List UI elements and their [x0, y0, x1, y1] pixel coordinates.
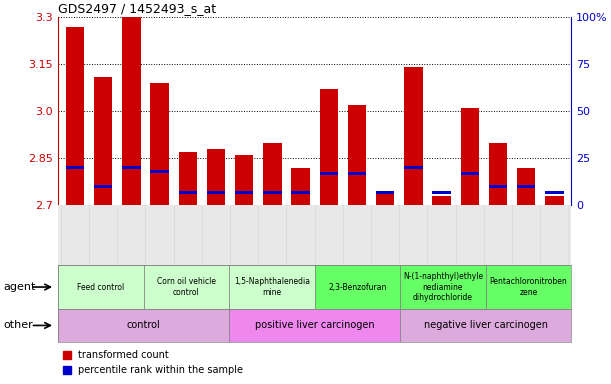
Bar [122, 166, 141, 169]
Bar [235, 155, 254, 205]
Bar [376, 191, 394, 194]
Text: control: control [126, 320, 161, 331]
Bar [263, 191, 282, 194]
Text: positive liver carcinogen: positive liver carcinogen [255, 320, 375, 331]
Bar [229, 265, 315, 309]
Text: other: other [3, 320, 33, 331]
Bar [150, 170, 169, 173]
Bar [94, 77, 112, 205]
Bar [263, 143, 282, 205]
Text: agent: agent [3, 282, 35, 292]
Text: 1,5-Naphthalenedia
mine: 1,5-Naphthalenedia mine [234, 277, 310, 297]
Bar [486, 265, 571, 309]
Bar [489, 143, 507, 205]
Bar [66, 166, 84, 169]
Bar [58, 309, 229, 342]
Bar [235, 191, 254, 194]
Text: Corn oil vehicle
control: Corn oil vehicle control [157, 277, 216, 297]
Bar [291, 168, 310, 205]
Bar [348, 172, 366, 175]
Bar [144, 265, 229, 309]
Bar [461, 108, 479, 205]
Text: Feed control: Feed control [77, 283, 125, 291]
Bar [229, 309, 400, 342]
Bar [404, 166, 423, 169]
Bar [178, 191, 197, 194]
Bar [404, 68, 423, 205]
Bar [545, 196, 563, 205]
Bar [517, 185, 535, 188]
Bar [545, 191, 563, 194]
Text: Pentachloronitroben
zene: Pentachloronitroben zene [489, 277, 568, 297]
Bar [150, 83, 169, 205]
Bar [433, 196, 451, 205]
Bar [461, 172, 479, 175]
Bar [94, 185, 112, 188]
Legend: transformed count, percentile rank within the sample: transformed count, percentile rank withi… [63, 351, 243, 375]
Bar [320, 89, 338, 205]
Bar [58, 265, 144, 309]
Bar [207, 149, 225, 205]
Bar [178, 152, 197, 205]
Bar [376, 193, 394, 205]
Bar [433, 191, 451, 194]
Bar [400, 309, 571, 342]
Bar [400, 265, 486, 309]
Bar [489, 185, 507, 188]
Bar [517, 168, 535, 205]
Text: 2,3-Benzofuran: 2,3-Benzofuran [328, 283, 387, 291]
Bar [315, 265, 400, 309]
Text: N-(1-naphthyl)ethyle
nediamine
dihydrochloride: N-(1-naphthyl)ethyle nediamine dihydroch… [403, 272, 483, 302]
Bar [66, 27, 84, 205]
Bar [320, 172, 338, 175]
Text: negative liver carcinogen: negative liver carcinogen [424, 320, 547, 331]
Bar [291, 191, 310, 194]
Bar [122, 17, 141, 205]
Bar [207, 191, 225, 194]
Text: GDS2497 / 1452493_s_at: GDS2497 / 1452493_s_at [58, 2, 216, 15]
Bar [348, 105, 366, 205]
